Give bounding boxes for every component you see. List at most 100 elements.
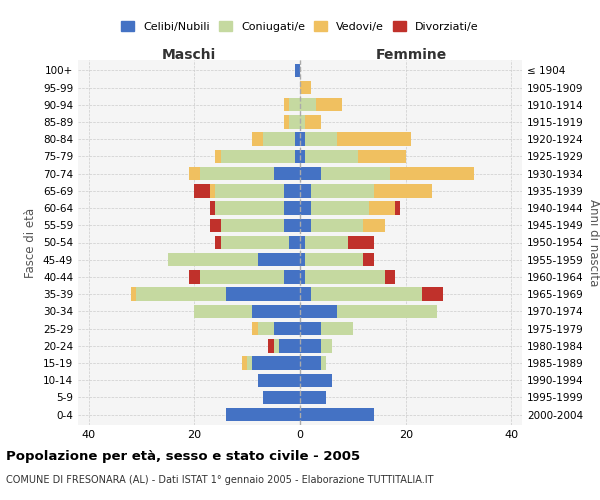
Bar — [221, 236, 289, 249]
Bar — [168, 253, 258, 266]
Bar — [347, 236, 374, 249]
Bar — [305, 270, 385, 283]
Bar — [274, 339, 279, 352]
Bar — [253, 304, 300, 318]
Bar — [194, 184, 210, 198]
Bar — [258, 374, 300, 387]
Bar — [263, 390, 300, 404]
Bar — [289, 236, 300, 249]
Bar — [189, 167, 200, 180]
Bar — [289, 116, 300, 128]
Bar — [295, 64, 300, 77]
Bar — [358, 150, 406, 163]
Bar — [258, 322, 274, 336]
Bar — [215, 184, 284, 198]
Bar — [311, 184, 374, 198]
Bar — [300, 339, 321, 352]
Bar — [305, 236, 347, 249]
Bar — [321, 322, 353, 336]
Bar — [258, 253, 300, 266]
Bar — [131, 288, 136, 301]
Bar — [385, 270, 395, 283]
Text: Maschi: Maschi — [162, 48, 216, 62]
Bar — [300, 132, 305, 146]
Bar — [284, 218, 300, 232]
Bar — [300, 98, 316, 112]
Bar — [300, 116, 305, 128]
Bar — [279, 339, 300, 352]
Bar — [284, 202, 300, 215]
Bar — [300, 304, 337, 318]
Bar — [215, 236, 221, 249]
Bar — [364, 253, 374, 266]
Text: Femmine: Femmine — [376, 48, 446, 62]
Bar — [305, 132, 337, 146]
Bar — [284, 98, 289, 112]
Bar — [300, 408, 374, 422]
Bar — [215, 202, 284, 215]
Bar — [221, 218, 284, 232]
Bar — [295, 150, 300, 163]
Bar — [200, 270, 284, 283]
Bar — [247, 356, 253, 370]
Bar — [300, 167, 321, 180]
Bar — [268, 339, 274, 352]
Bar — [321, 339, 332, 352]
Bar — [253, 356, 300, 370]
Legend: Celibi/Nubili, Coniugati/e, Vedovi/e, Divorziati/e: Celibi/Nubili, Coniugati/e, Vedovi/e, Di… — [118, 18, 482, 36]
Bar — [311, 288, 422, 301]
Bar — [300, 202, 311, 215]
Bar — [390, 167, 475, 180]
Bar — [295, 132, 300, 146]
Bar — [311, 202, 369, 215]
Bar — [300, 253, 305, 266]
Bar — [305, 150, 358, 163]
Bar — [395, 202, 400, 215]
Bar — [337, 304, 437, 318]
Bar — [226, 288, 300, 301]
Bar — [200, 167, 274, 180]
Bar — [263, 132, 295, 146]
Bar — [337, 132, 411, 146]
Bar — [300, 322, 321, 336]
Bar — [300, 356, 321, 370]
Y-axis label: Fasce di età: Fasce di età — [25, 208, 37, 278]
Bar — [274, 167, 300, 180]
Bar — [300, 374, 332, 387]
Bar — [316, 98, 342, 112]
Bar — [300, 150, 305, 163]
Bar — [300, 218, 311, 232]
Bar — [305, 253, 364, 266]
Bar — [289, 98, 300, 112]
Bar — [136, 288, 226, 301]
Bar — [300, 236, 305, 249]
Bar — [305, 116, 321, 128]
Bar — [226, 408, 300, 422]
Bar — [253, 132, 263, 146]
Bar — [194, 304, 253, 318]
Bar — [300, 270, 305, 283]
Bar — [253, 322, 258, 336]
Bar — [189, 270, 200, 283]
Text: Popolazione per età, sesso e stato civile - 2005: Popolazione per età, sesso e stato civil… — [6, 450, 360, 463]
Bar — [221, 150, 295, 163]
Bar — [210, 218, 221, 232]
Bar — [422, 288, 443, 301]
Bar — [321, 356, 326, 370]
Bar — [321, 167, 390, 180]
Bar — [274, 322, 300, 336]
Bar — [284, 116, 289, 128]
Text: COMUNE DI FRESONARA (AL) - Dati ISTAT 1° gennaio 2005 - Elaborazione TUTTITALIA.: COMUNE DI FRESONARA (AL) - Dati ISTAT 1°… — [6, 475, 433, 485]
Y-axis label: Anni di nascita: Anni di nascita — [587, 199, 600, 286]
Bar — [300, 288, 311, 301]
Bar — [300, 390, 326, 404]
Bar — [300, 81, 311, 94]
Bar — [210, 184, 215, 198]
Bar — [369, 202, 395, 215]
Bar — [215, 150, 221, 163]
Bar — [374, 184, 432, 198]
Bar — [284, 184, 300, 198]
Bar — [284, 270, 300, 283]
Bar — [311, 218, 364, 232]
Bar — [364, 218, 385, 232]
